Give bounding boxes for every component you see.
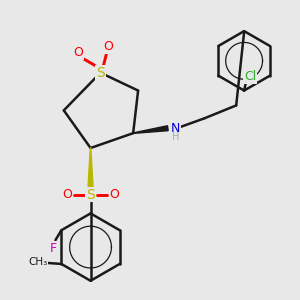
Text: O: O [103, 40, 113, 53]
Text: S: S [96, 66, 105, 80]
Text: Cl: Cl [244, 70, 256, 83]
Text: S: S [86, 188, 95, 202]
Text: O: O [74, 46, 84, 59]
Polygon shape [133, 126, 168, 134]
Text: CH₃: CH₃ [28, 257, 47, 267]
Text: H: H [172, 132, 179, 142]
Text: N: N [171, 122, 180, 135]
Text: O: O [110, 188, 119, 201]
Text: O: O [62, 188, 72, 201]
Polygon shape [88, 148, 93, 187]
Text: F: F [50, 242, 57, 255]
